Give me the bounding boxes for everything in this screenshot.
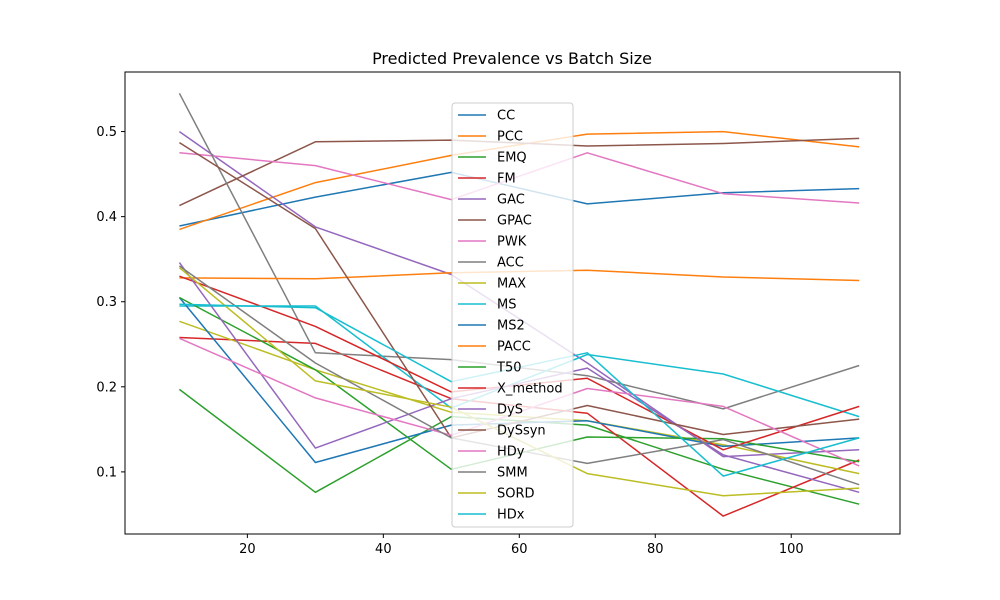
legend-label: MS [497, 298, 516, 313]
y-tick-label: 0.4 [96, 210, 117, 225]
legend-label: MAX [497, 277, 526, 292]
legend-label: MS2 [497, 319, 525, 334]
legend-label: CC [497, 109, 515, 124]
legend-label: HDy [497, 445, 525, 460]
legend-label: SORD [497, 487, 535, 502]
legend-label: FM [497, 172, 516, 187]
legend-label: ACC [497, 256, 524, 271]
axis-ticks: 20 40 60 80 100 0.1 0.2 0.3 0.4 0.5 [96, 125, 803, 557]
x-tick-label: 100 [779, 542, 804, 557]
legend-label: HDx [497, 508, 525, 523]
chart-title: Predicted Prevalence vs Batch Size [372, 49, 652, 68]
legend-box [451, 102, 574, 528]
legend-label: EMQ [497, 151, 527, 166]
x-tick-label: 80 [647, 542, 664, 557]
legend-label: X_method [497, 382, 563, 397]
plot-area [124, 71, 901, 535]
legend: CC PCC EMQ FM GAC GPAC PWK ACC MAX MS MS2 PACC T50 X_… [451, 102, 574, 528]
legend-label: PWK [497, 235, 527, 250]
legend-label: PACC [497, 340, 531, 355]
legend-label: GAC [497, 193, 525, 208]
legend-label: T50 [496, 361, 521, 376]
legend-label: DySsyn [497, 424, 546, 439]
legend-label: PCC [497, 130, 523, 145]
x-tick-label: 60 [511, 542, 528, 557]
y-tick-label: 0.1 [96, 465, 117, 480]
legend-label: SMM [497, 466, 528, 481]
legend-label: GPAC [497, 214, 532, 229]
axes-frame [124, 71, 901, 535]
legend-label: DyS [497, 403, 523, 418]
y-tick-label: 0.2 [96, 380, 117, 395]
x-tick-label: 20 [239, 542, 256, 557]
y-tick-label: 0.3 [96, 295, 117, 310]
y-tick-label: 0.5 [96, 125, 117, 140]
x-tick-label: 40 [375, 542, 392, 557]
